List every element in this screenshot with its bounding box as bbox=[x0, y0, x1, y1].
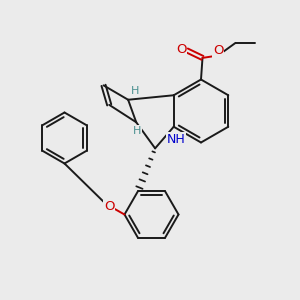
Text: H: H bbox=[130, 86, 139, 96]
Text: NH: NH bbox=[167, 133, 185, 146]
Text: O: O bbox=[104, 200, 114, 213]
Text: H: H bbox=[133, 126, 141, 136]
Text: O: O bbox=[213, 44, 223, 57]
Text: O: O bbox=[176, 43, 187, 56]
